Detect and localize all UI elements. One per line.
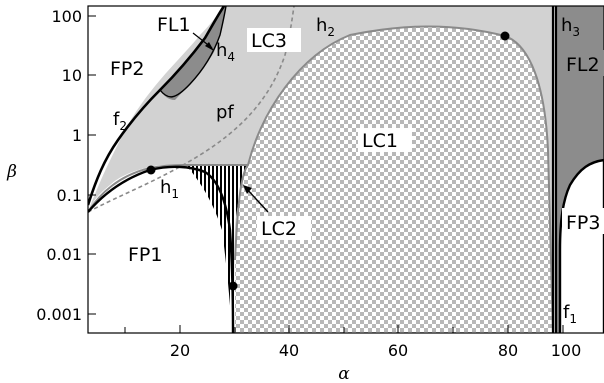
- point-h2: [500, 31, 510, 41]
- y-axis-ticks: [88, 15, 96, 315]
- x-tick-label: 20: [170, 341, 190, 360]
- curve-label-h1: h1: [160, 177, 179, 201]
- x-tick-label: 40: [279, 341, 299, 360]
- region-fl1-fill: [160, 6, 226, 100]
- curve-label-h4: h4: [216, 40, 235, 64]
- arrow-lc2-head: [243, 185, 252, 194]
- region-label-fp2: FP2: [110, 58, 144, 80]
- y-tick-label: 0.1: [57, 186, 82, 205]
- curve-pf-line: [88, 6, 295, 213]
- y-tick-label: 0.001: [36, 305, 82, 324]
- plot-area: [88, 6, 604, 333]
- y-tick-label: 100: [51, 7, 82, 26]
- region-label-fp1: FP1: [128, 244, 162, 266]
- curve-label-f2: f2: [113, 109, 127, 133]
- arrow-lc2: [245, 187, 269, 213]
- region-label-fp3: FP3: [566, 212, 600, 234]
- x-tick-label: 80: [498, 341, 518, 360]
- y-tick-label: 10: [62, 66, 82, 85]
- curve-h1-line: [88, 165, 235, 333]
- region-label-fl1: FL1: [157, 14, 191, 36]
- curve-label-h2: h2: [316, 15, 335, 39]
- curve-h4-line: [159, 6, 227, 98]
- x-tick-label: 100: [551, 341, 582, 360]
- label-bg-fl2: [562, 50, 604, 76]
- curve-label-h3: h3: [561, 15, 580, 39]
- curve-h2-line: [234, 25, 554, 333]
- y-tick-label: 1: [72, 126, 82, 145]
- arrow-fl1-head: [205, 42, 214, 51]
- plot-frame: [87, 5, 604, 334]
- x-axis-ticks: [124, 325, 564, 333]
- region-fl2-fill: [555, 6, 604, 333]
- x-tick-label: 60: [388, 341, 408, 360]
- x-axis-label: α: [338, 364, 350, 383]
- label-bg-lc3: [247, 28, 301, 52]
- label-bg-lc1: [358, 128, 412, 152]
- point-h1: [146, 165, 156, 175]
- point-lc2: [228, 281, 238, 291]
- region-lc1-fill: [235, 26, 553, 333]
- region-label-lc1: LC1: [362, 130, 398, 152]
- y-tick-label: 0.01: [46, 245, 82, 264]
- region-label-lc2: LC2: [261, 218, 297, 240]
- y-axis-label: β: [6, 162, 17, 182]
- curve-label-f1: f1: [563, 302, 577, 326]
- region-label-fl2: FL2: [566, 54, 600, 76]
- label-bg-lc2: [257, 216, 311, 240]
- label-bg-fp3: [562, 208, 604, 234]
- curve-label-pf: pf: [216, 102, 234, 123]
- curve-fp3-boundary: [558, 158, 604, 333]
- region-label-lc3: LC3: [251, 30, 287, 52]
